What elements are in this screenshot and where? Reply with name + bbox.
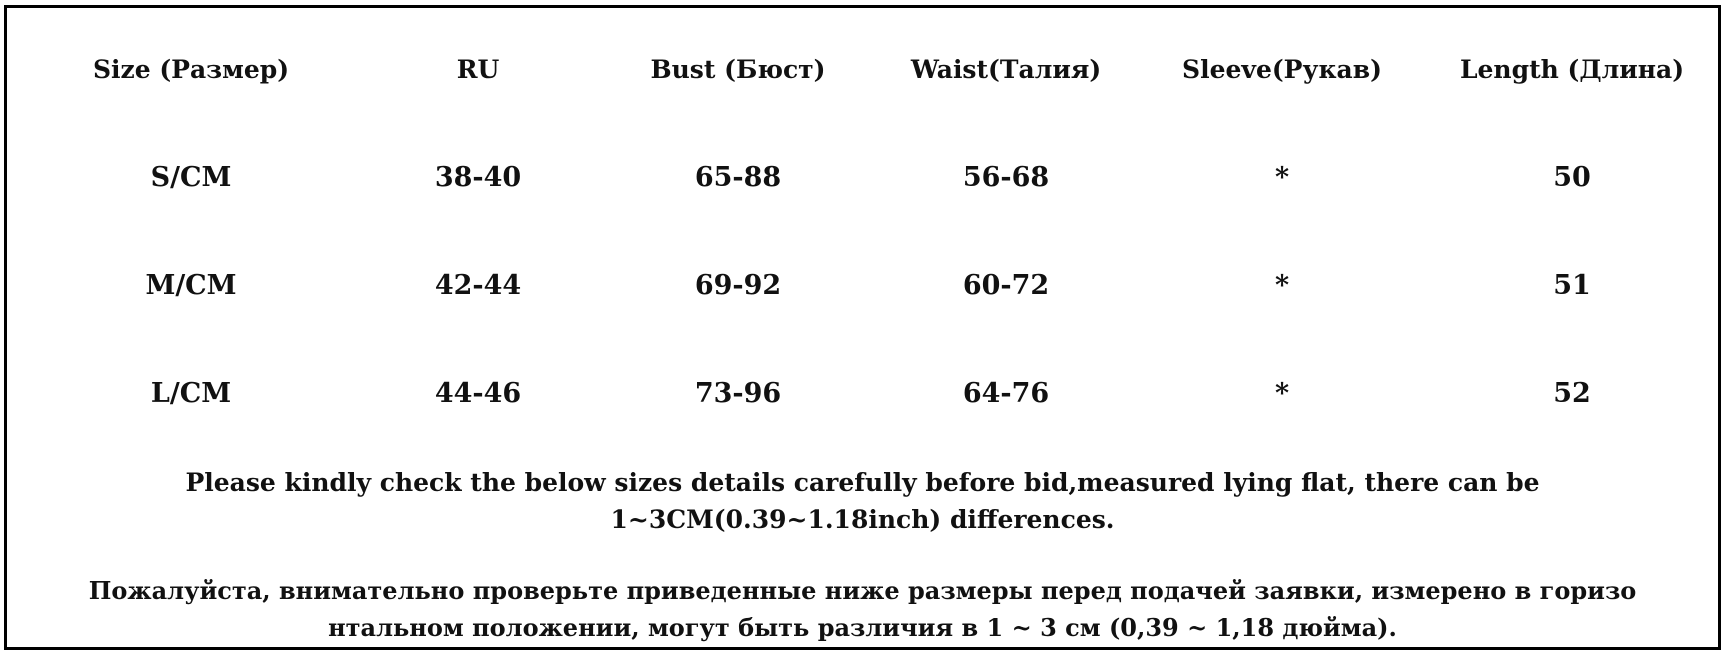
table-row: S/CM 38-40 65-88 56-68 * 50 (7, 158, 1718, 198)
header-sleeve: Sleeve(Рукав) (1182, 55, 1382, 84)
cell-sleeve: * (1274, 162, 1290, 193)
cell-waist: 64-76 (962, 378, 1050, 409)
table-row: M/CM 42-44 69-92 60-72 * 51 (7, 266, 1718, 306)
size-chart-frame: Size (Размер) RU Bust (Бюст) Waist(Талия… (4, 5, 1721, 650)
cell-ru: 38-40 (434, 162, 522, 193)
cell-size: M/CM (145, 270, 237, 301)
cell-length: 52 (1553, 378, 1591, 409)
table-row: L/CM 44-46 73-96 64-76 * 52 (7, 374, 1718, 414)
russian-note-line-1: Пожалуйста, внимательно проверьте привед… (88, 576, 1637, 605)
english-measurement-note: Please kindly check the below sizes deta… (7, 464, 1718, 538)
header-length: Length (Длина) (1459, 55, 1685, 84)
english-note-line-1: Please kindly check the below sizes deta… (185, 468, 1540, 497)
cell-ru: 42-44 (434, 270, 522, 301)
cell-ru: 44-46 (434, 378, 522, 409)
cell-bust: 69-92 (694, 270, 782, 301)
cell-size: S/CM (150, 162, 232, 193)
header-waist: Waist(Талия) (910, 55, 1102, 84)
cell-waist: 56-68 (962, 162, 1050, 193)
english-note-line-2: 1~3CM(0.39~1.18inch) differences. (610, 505, 1115, 534)
cell-sleeve: * (1274, 270, 1290, 301)
cell-length: 51 (1553, 270, 1591, 301)
size-table: Size (Размер) RU Bust (Бюст) Waist(Талия… (7, 8, 1718, 448)
cell-size: L/CM (150, 378, 232, 409)
header-bust: Bust (Бюст) (650, 55, 826, 84)
cell-waist: 60-72 (962, 270, 1050, 301)
russian-note-line-2: нтальном положении, могут быть различия … (328, 613, 1397, 642)
russian-measurement-note: Пожалуйста, внимательно проверьте привед… (7, 572, 1718, 646)
cell-bust: 73-96 (694, 378, 782, 409)
header-size: Size (Размер) (92, 55, 290, 84)
header-ru: RU (456, 55, 500, 84)
cell-bust: 65-88 (694, 162, 782, 193)
cell-sleeve: * (1274, 378, 1290, 409)
table-header-row: Size (Размер) RU Bust (Бюст) Waist(Талия… (7, 50, 1718, 90)
cell-length: 50 (1553, 162, 1591, 193)
